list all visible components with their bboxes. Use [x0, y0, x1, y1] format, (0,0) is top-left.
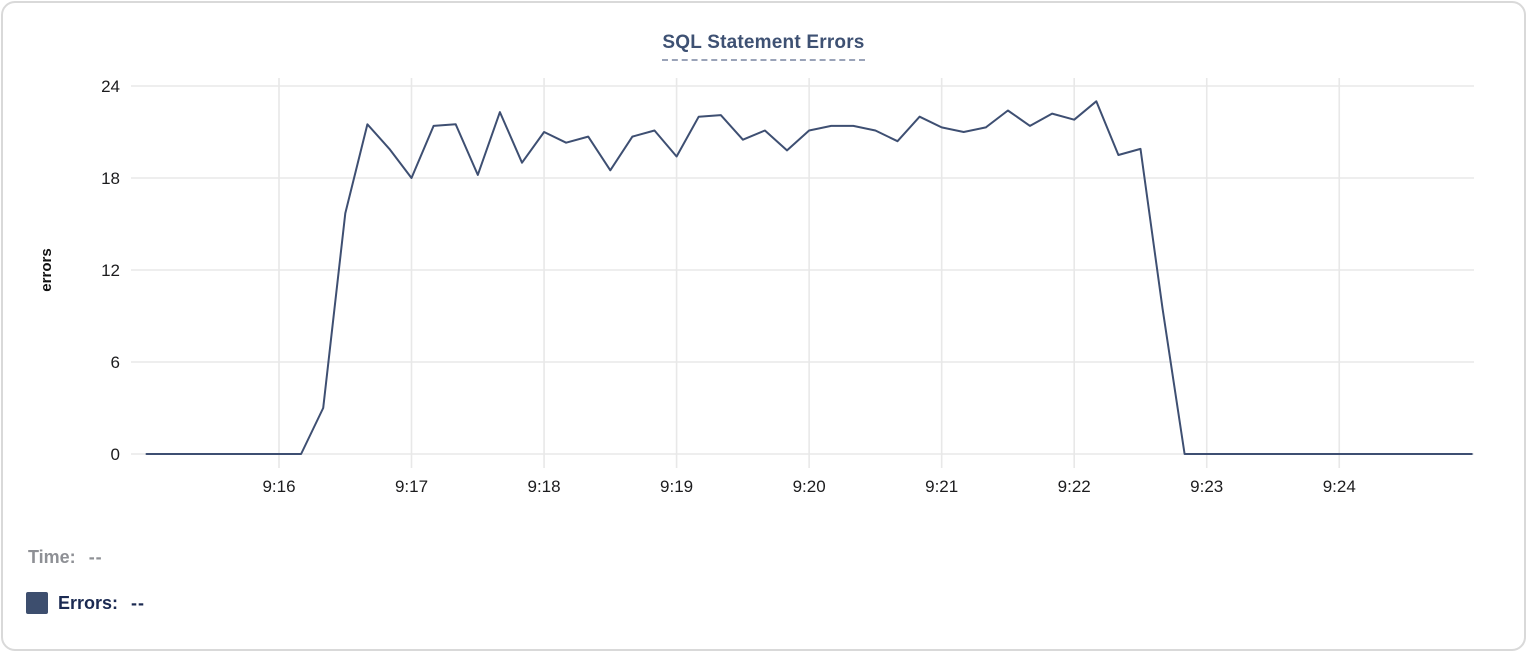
- errors-value: --: [131, 592, 146, 613]
- chart-title-text[interactable]: SQL Statement Errors: [662, 32, 865, 61]
- errors-series-line: [145, 100, 1473, 455]
- hover-readout-errors: Errors: --: [26, 592, 145, 614]
- y-tick-label: 12: [101, 261, 120, 280]
- x-tick-label: 9:20: [793, 477, 826, 496]
- x-tick-label: 9:22: [1058, 477, 1091, 496]
- errors-label: Errors:: [58, 592, 119, 613]
- x-tick-label: 9:17: [395, 477, 428, 496]
- x-tick-label: 9:24: [1323, 477, 1356, 496]
- y-tick-label: 24: [101, 77, 120, 96]
- y-tick-label: 18: [101, 169, 120, 188]
- hover-readout-time: Time: --: [28, 547, 103, 568]
- y-tick-label: 0: [111, 445, 120, 464]
- errors-series-swatch: [26, 592, 48, 614]
- x-tick-label: 9:23: [1190, 477, 1223, 496]
- time-value: --: [88, 547, 103, 567]
- x-tick-label: 9:18: [528, 477, 561, 496]
- chart-title: SQL Statement Errors: [3, 32, 1524, 61]
- sql-errors-line-chart[interactable]: 0 6 12 18 24 9:16 9:17 9:18 9:19 9:20 9:21 9:22 9:23…: [3, 3, 1528, 513]
- x-tick-label: 9:19: [660, 477, 693, 496]
- y-axis-title: errors: [38, 248, 55, 291]
- time-label: Time:: [28, 547, 76, 567]
- y-tick-label: 6: [111, 353, 120, 372]
- x-tick-label: 9:16: [262, 477, 295, 496]
- x-tick-label: 9:21: [925, 477, 958, 496]
